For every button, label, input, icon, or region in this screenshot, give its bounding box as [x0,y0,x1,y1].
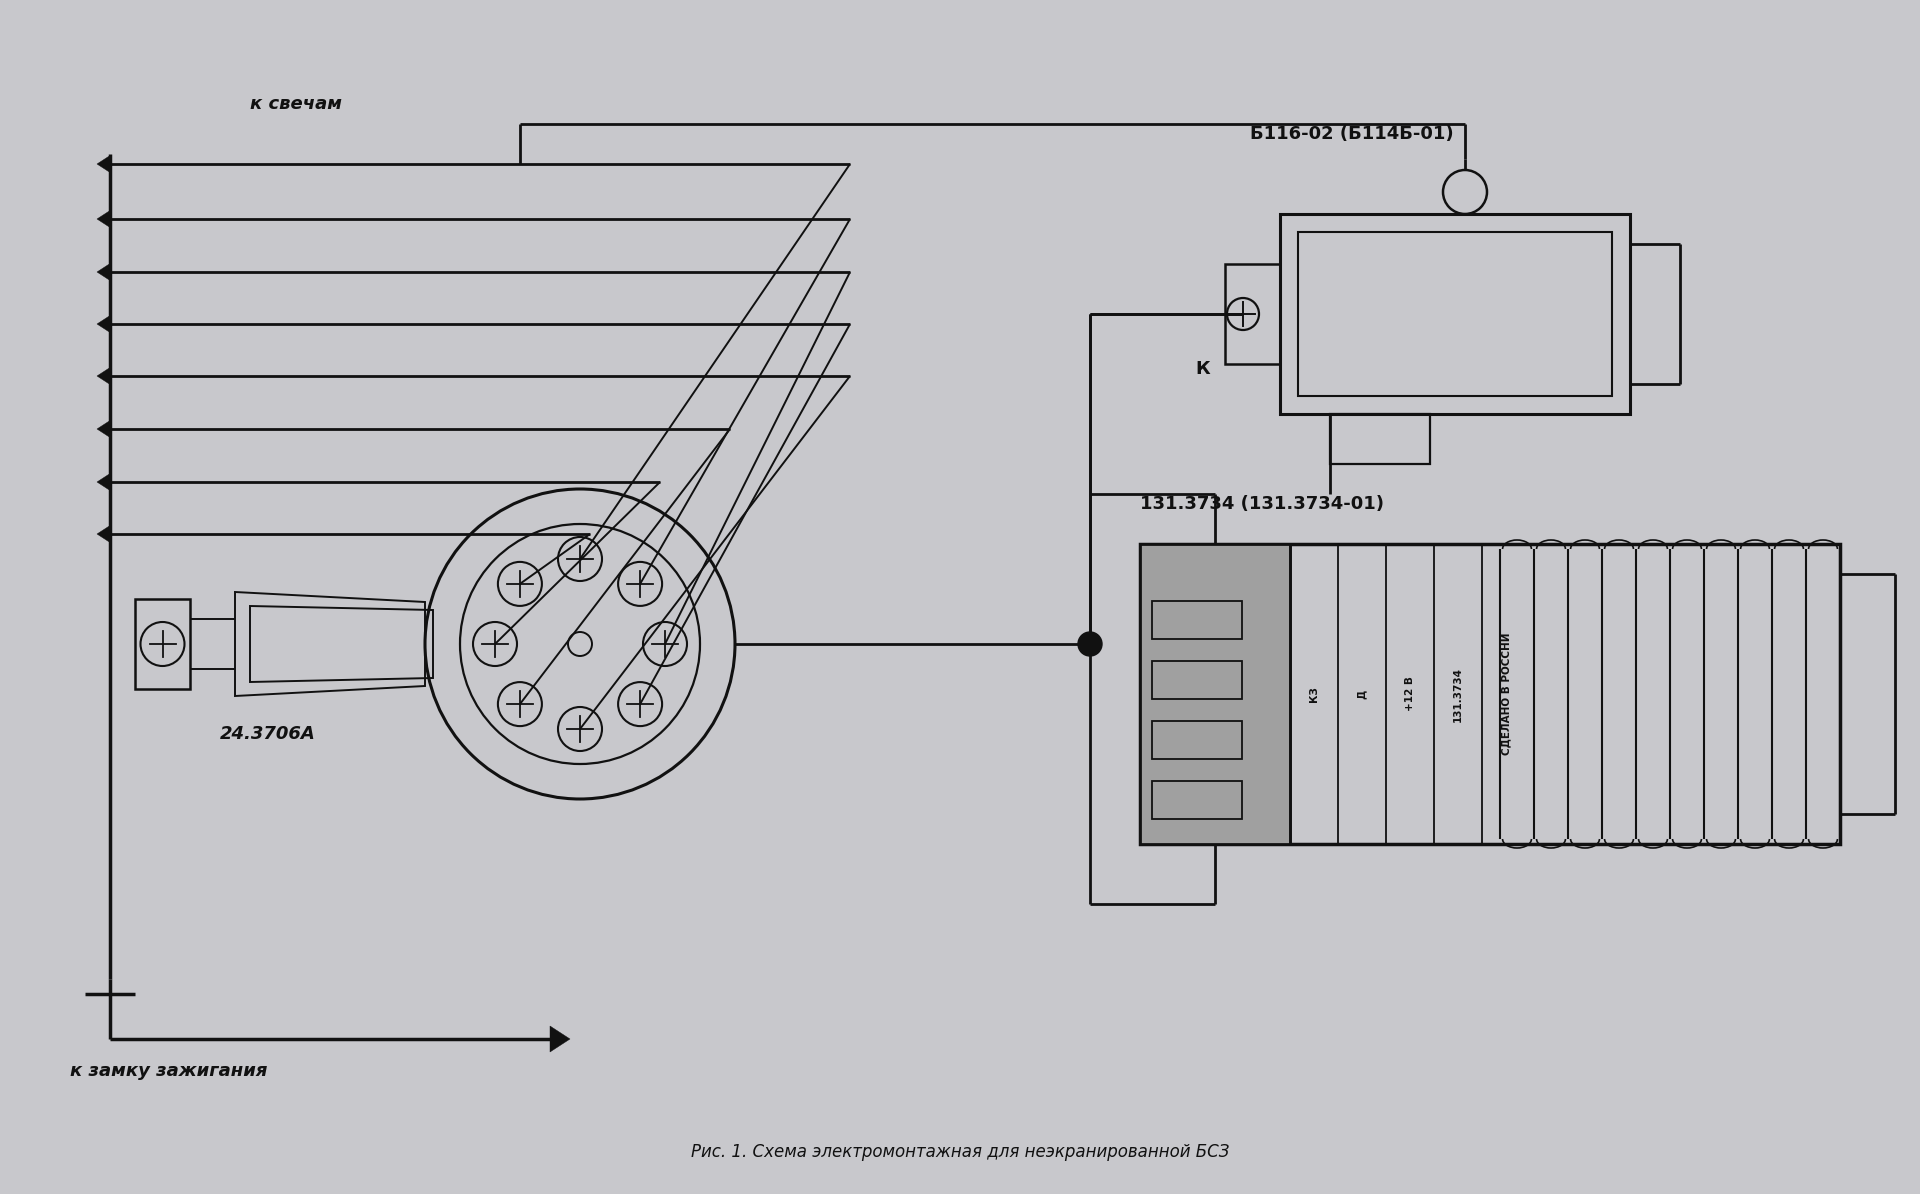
Polygon shape [98,315,109,332]
Bar [1152,601,1242,639]
Text: Рис. 1. Схема электромонтажная для неэкранированной БСЗ: Рис. 1. Схема электромонтажная для неэкр… [691,1143,1229,1161]
Polygon shape [98,264,109,281]
Text: Д: Д [1357,689,1367,698]
Bar [1225,264,1281,364]
Text: к свечам: к свечам [250,96,342,113]
Polygon shape [98,155,109,172]
Polygon shape [98,420,109,437]
Bar [1152,661,1242,698]
Text: СДЕЛАНО В РОССНИ: СДЕЛАНО В РОССНИ [1501,633,1511,756]
Text: +12 В: +12 В [1405,677,1415,712]
Bar [1331,414,1430,464]
Polygon shape [98,210,109,227]
Bar [1298,232,1613,396]
Text: Б116-02 (Б114Б-01): Б116-02 (Б114Б-01) [1250,125,1453,143]
Text: к замку зажигания: к замку зажигания [69,1061,267,1081]
Bar [134,599,190,689]
Polygon shape [98,368,109,384]
Text: 131.3734 (131.3734-01): 131.3734 (131.3734-01) [1140,496,1384,513]
Bar [1152,781,1242,819]
Bar [1140,544,1290,844]
Circle shape [1077,632,1102,656]
Polygon shape [98,525,109,542]
Bar [1140,544,1839,844]
Text: К: К [1194,361,1210,378]
Polygon shape [98,474,109,491]
Text: 24.3706А: 24.3706А [221,725,315,743]
Bar [1152,721,1242,759]
Polygon shape [549,1026,570,1052]
Text: КЗ: КЗ [1309,687,1319,702]
Text: 131.3734: 131.3734 [1453,666,1463,721]
Bar [1281,214,1630,414]
